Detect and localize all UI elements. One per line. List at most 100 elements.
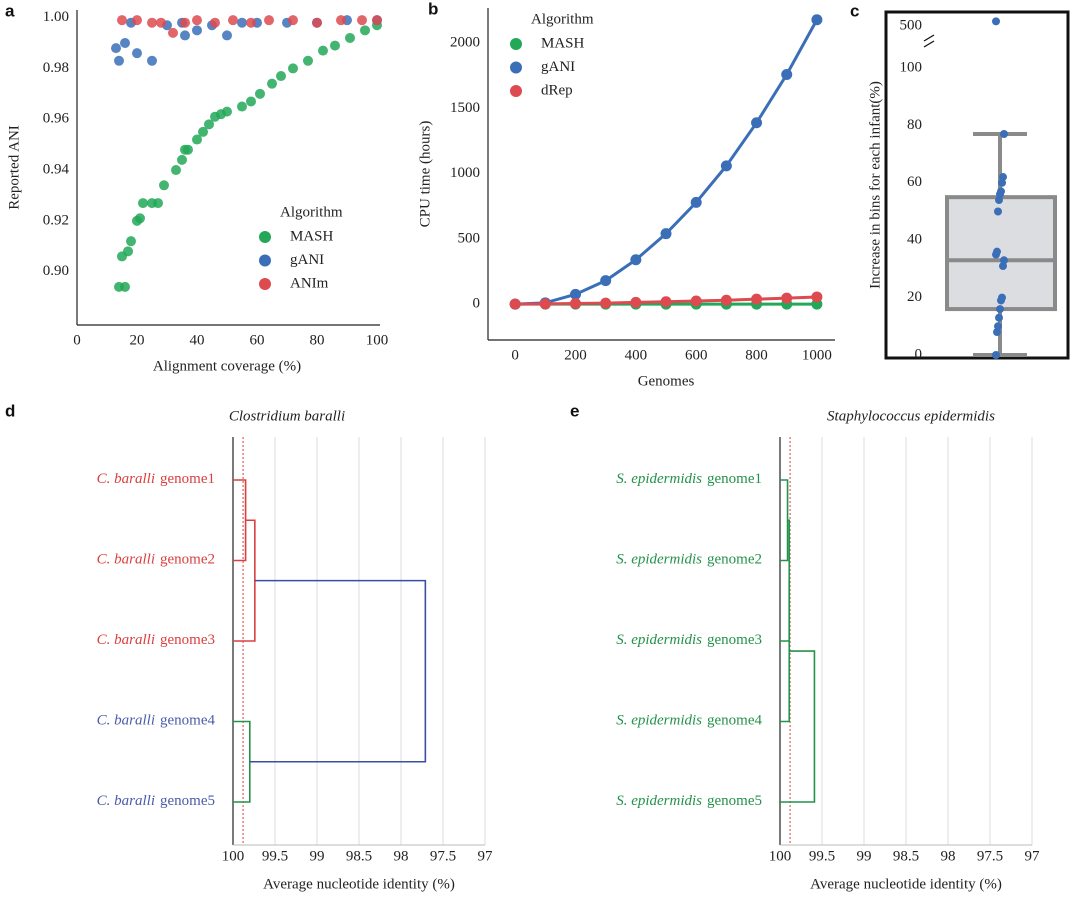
x-tick-label: 98.5 — [893, 848, 919, 864]
x-axis-label: Genomes — [638, 373, 695, 389]
y-tick-label: 60 — [907, 174, 922, 190]
scatter-point — [132, 15, 142, 26]
leaf-name: genome5 — [707, 793, 762, 809]
data-point — [997, 187, 1005, 196]
data-point — [992, 351, 1000, 359]
scatter-point — [171, 165, 181, 176]
scatter-point — [159, 180, 169, 191]
leaf-name: genome3 — [707, 632, 762, 648]
y-axis-label: Increase in bins for each infant(%) — [867, 81, 883, 289]
y-tick-label: 0 — [915, 346, 923, 362]
dendrogram-link — [780, 580, 791, 723]
data-point — [1000, 256, 1008, 265]
data-point — [993, 247, 1001, 256]
data-point — [995, 313, 1003, 322]
y-tick-label: 0.94 — [43, 161, 70, 177]
leaf-name: genome4 — [160, 713, 215, 729]
scatter-point — [237, 17, 247, 28]
leaf-species: S. epidermidis — [616, 793, 702, 809]
line-marker — [509, 298, 521, 310]
scatter-point — [360, 25, 370, 36]
scatter-point — [210, 17, 220, 28]
y-tick-label: 40 — [907, 232, 922, 248]
leaf-label: C. baralli genome1 — [97, 471, 215, 487]
scatter-point — [153, 198, 163, 209]
y-tick-label: 0.98 — [43, 60, 69, 76]
data-point — [996, 305, 1004, 314]
y-tick-label: 0 — [473, 296, 481, 312]
x-tick-label: 60 — [250, 332, 265, 348]
leaf-name: genome2 — [160, 552, 215, 568]
x-tick-label: 0 — [73, 332, 81, 348]
scatter-point — [237, 101, 247, 112]
y-tick-label: 80 — [907, 117, 922, 133]
x-axis-label: Average nucleotide identity (%) — [263, 876, 455, 892]
scatter-point — [132, 48, 142, 59]
data-point — [1000, 130, 1008, 139]
dendrogram-link — [780, 479, 789, 562]
scatter-point — [168, 27, 178, 38]
line-marker — [751, 293, 763, 305]
legend-marker — [259, 231, 271, 243]
scatter-point — [264, 15, 274, 26]
leaf-species: C. baralli — [97, 471, 155, 487]
scatter-point — [345, 32, 355, 43]
x-tick-label: 98 — [394, 848, 409, 864]
line-marker — [781, 69, 793, 81]
leaf-name: genome1 — [160, 471, 215, 487]
chart-title: Clostridium baralli — [229, 408, 345, 424]
y-tick-label: 500 — [458, 230, 481, 246]
line-marker — [570, 288, 582, 300]
scatter-point — [222, 30, 232, 41]
x-tick-label: 600 — [685, 347, 708, 363]
x-tick-label: 98.5 — [346, 848, 372, 864]
scatter-point — [147, 17, 157, 28]
x-tick-label: 0 — [511, 347, 519, 363]
leaf-label: S. epidermidis genome3 — [616, 632, 762, 648]
leaf-label: C. baralli genome4 — [97, 713, 216, 729]
scatter-point — [198, 126, 208, 137]
x-tick-label: 99.5 — [809, 848, 835, 864]
scatter-point — [123, 246, 133, 257]
leaf-species: S. epidermidis — [616, 471, 702, 487]
leaf-species: C. baralli — [97, 793, 155, 809]
legend-label: gANI — [290, 252, 324, 268]
x-tick-label: 97.5 — [977, 848, 1003, 864]
scatter-point — [318, 45, 328, 56]
legend-label: MASH — [290, 228, 334, 244]
leaf-name: genome4 — [707, 713, 762, 729]
scatter-point — [120, 281, 130, 292]
line-marker — [690, 295, 702, 307]
dendrogram-link — [233, 519, 256, 642]
panel-letter: d — [5, 401, 15, 420]
x-tick-label: 99.5 — [262, 848, 288, 864]
legend-label: MASH — [541, 35, 585, 51]
line-marker — [600, 297, 612, 309]
x-tick-label: 99 — [857, 848, 872, 864]
scatter-point — [330, 40, 340, 51]
leaf-name: genome2 — [707, 552, 762, 568]
data-point — [992, 17, 1000, 26]
scatter-point — [192, 15, 202, 26]
x-tick-label: 400 — [625, 347, 648, 363]
scatter-point — [117, 15, 127, 26]
x-tick-label: 97 — [1025, 848, 1041, 864]
y-tick-label: 1.00 — [43, 9, 69, 25]
scatter-point — [192, 25, 202, 36]
scatter-point — [255, 88, 265, 99]
line-marker — [660, 296, 672, 308]
panel-letter: b — [428, 0, 438, 18]
legend-marker — [259, 278, 271, 290]
leaf-species: C. baralli — [97, 552, 155, 568]
leaf-label: S. epidermidis genome4 — [616, 713, 762, 729]
leaf-name: genome3 — [160, 632, 215, 648]
scatter-point — [312, 17, 322, 28]
leaf-name: genome5 — [160, 793, 215, 809]
data-point — [994, 207, 1002, 216]
x-tick-label: 80 — [310, 332, 325, 348]
legend-label: dRep — [541, 82, 573, 98]
x-tick-label: 100 — [769, 848, 792, 864]
leaf-species: C. baralli — [97, 713, 155, 729]
leaf-name: genome1 — [707, 471, 762, 487]
